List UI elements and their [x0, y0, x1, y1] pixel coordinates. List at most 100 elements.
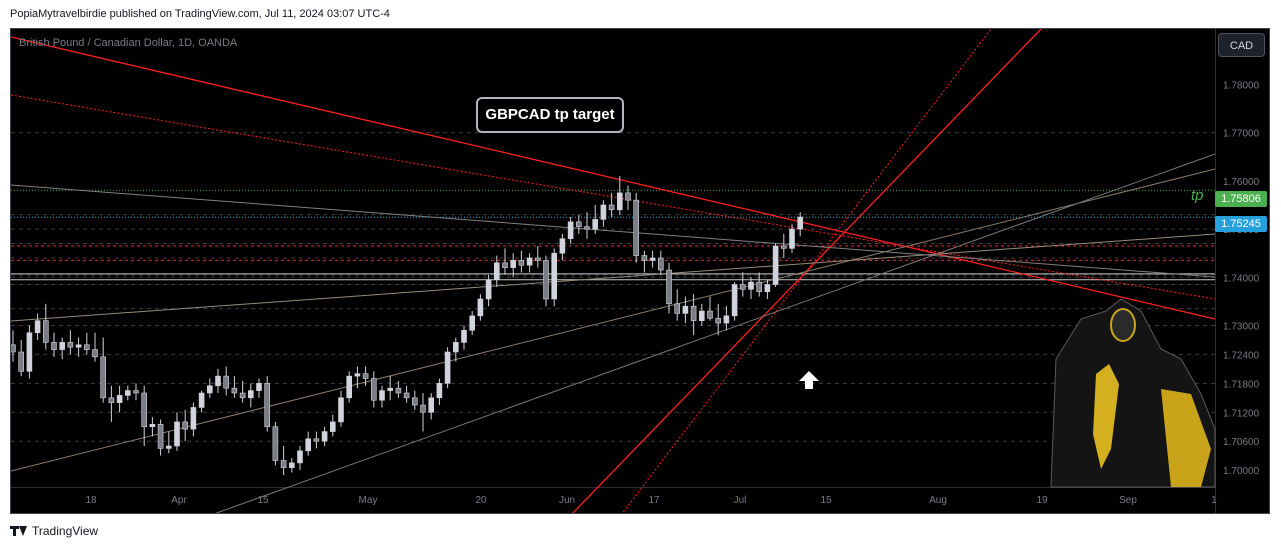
time-tick-label: Sep — [1119, 495, 1137, 506]
tan-trend-line — [11, 233, 1216, 322]
time-tick-label: 17 — [648, 495, 660, 506]
candle-body — [666, 269, 672, 305]
candle-body — [329, 421, 336, 432]
price-tick-label: 1.70000 — [1223, 466, 1260, 477]
candle-body — [600, 204, 607, 220]
candle-body — [231, 387, 238, 394]
candle-body — [362, 373, 369, 379]
time-tick-label: May — [359, 495, 378, 506]
candle-body — [34, 320, 41, 334]
candle-body — [551, 252, 558, 300]
candle-body — [641, 255, 648, 261]
candle-body — [280, 460, 287, 469]
candle-body — [149, 424, 156, 428]
price-tick-label: 1.72400 — [1223, 350, 1260, 361]
candle-body — [756, 281, 763, 293]
candle-body — [739, 284, 746, 290]
candle-body — [633, 199, 640, 256]
symbol-title: British Pound / Canadian Dollar, 1D, OAN… — [19, 37, 238, 49]
candle-body — [723, 315, 730, 324]
candle-body — [707, 310, 713, 319]
tradingview-logo-icon — [10, 526, 28, 536]
currency-button[interactable]: CAD — [1218, 33, 1265, 57]
candle-body — [248, 390, 254, 399]
footer: TradingView — [0, 514, 1281, 549]
candle-body — [215, 375, 221, 387]
candle-body — [444, 351, 451, 384]
candle-body — [157, 424, 164, 449]
candle-body — [592, 219, 599, 230]
candle-body — [92, 349, 98, 358]
candle-body — [420, 404, 426, 413]
time-tick-label: 19 — [1036, 495, 1048, 506]
current-price-tag: 1.75245 — [1215, 216, 1267, 232]
time-tick-label: Jul — [734, 495, 747, 506]
time-tick-label: 20 — [475, 495, 487, 506]
candle-body — [288, 462, 295, 469]
candle-body — [477, 298, 484, 317]
publisher-line: PopiaMytravelbirdie published on Trading… — [10, 8, 390, 20]
candle-body — [239, 392, 246, 399]
candle-body — [166, 445, 172, 449]
candle-body — [297, 450, 303, 464]
candle-body — [469, 315, 476, 331]
candle-body — [797, 216, 804, 230]
candle-body — [338, 397, 344, 423]
candle-body — [780, 245, 787, 249]
candle-body — [51, 342, 57, 350]
candle-body — [748, 281, 754, 290]
price-tick-label: 1.70600 — [1223, 437, 1260, 448]
candle-body — [616, 192, 623, 211]
candle-body — [428, 397, 435, 413]
price-tick-label: 1.73000 — [1223, 321, 1260, 332]
candlestick-chart[interactable]: 1.780001.770001.760001.750001.740001.730… — [11, 29, 1270, 514]
candle-body — [84, 344, 90, 350]
candle-body — [534, 257, 541, 261]
chart-frame[interactable]: 1.780001.770001.760001.750001.740001.730… — [10, 28, 1270, 514]
candle-body — [452, 342, 459, 353]
character-cape-accent — [1161, 389, 1211, 487]
candle-body — [731, 284, 738, 317]
candle-body — [190, 407, 197, 430]
time-tick-label: Jun — [559, 495, 575, 506]
candle-body — [26, 332, 33, 372]
candle-body — [715, 317, 722, 324]
time-tick-label: 15 — [257, 495, 269, 506]
tp-label: tp — [1191, 187, 1204, 204]
candle-body — [182, 421, 188, 430]
candle-body — [789, 228, 795, 249]
price-tick-label: 1.71800 — [1223, 379, 1260, 390]
candle-body — [493, 262, 500, 280]
candle-body — [321, 431, 328, 442]
candle-body — [690, 305, 697, 321]
time-tick-label: Apr — [171, 495, 187, 506]
red-dotted-trend-line — [11, 94, 1216, 300]
tradingview-brand[interactable]: TradingView — [10, 524, 98, 538]
candle-body — [403, 392, 410, 399]
brown-uptrend-line — [11, 168, 1216, 472]
candle-body — [625, 192, 631, 201]
price-tick-label: 1.77000 — [1223, 129, 1260, 140]
grey-uptrend-line — [215, 153, 1216, 513]
price-tick-label: 1.78000 — [1223, 80, 1260, 91]
candle-body — [772, 245, 779, 285]
candle-body — [59, 342, 66, 350]
time-tick-label: 18 — [85, 495, 97, 506]
candle-body — [100, 356, 106, 399]
annotation-title: GBPCAD tp target — [476, 97, 624, 133]
candle-body — [674, 303, 681, 314]
candle-body — [207, 385, 213, 394]
candle-body — [436, 383, 443, 399]
candle-body — [133, 390, 139, 394]
candle-body — [387, 387, 394, 391]
up-arrow-icon — [799, 371, 819, 389]
candle-body — [198, 392, 205, 408]
brand-label: TradingView — [32, 524, 99, 538]
candle-body — [256, 383, 262, 391]
candle-body — [305, 438, 312, 452]
candle-body — [75, 344, 82, 348]
candle-body — [18, 351, 24, 372]
candle-body — [370, 378, 377, 401]
candle-body — [411, 397, 418, 406]
red-downtrend-line — [11, 36, 1216, 320]
